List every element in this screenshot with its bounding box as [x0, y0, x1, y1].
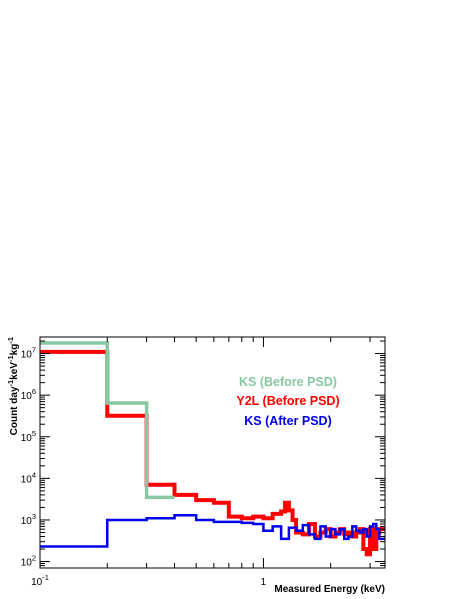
- y-tick-label-base: 10: [21, 350, 33, 361]
- y-tick-label-exp: 4: [32, 470, 36, 479]
- y-tick-label-base: 10: [21, 433, 33, 444]
- y-tick-label: 107: [21, 346, 36, 361]
- y-tick-label: 105: [21, 429, 36, 444]
- series-0-line: [40, 341, 175, 500]
- y-tick-label-base: 10: [21, 391, 33, 402]
- x-tick-label-exp: -1: [42, 573, 49, 582]
- y-tick-label-base: 10: [21, 558, 33, 569]
- y-axis-title-end: kg: [9, 344, 20, 356]
- legend-entry: KS (After PSD): [244, 414, 332, 428]
- y-tick-label-exp: 7: [32, 346, 36, 355]
- y-axis-title: Count day-1keV-1kg-1: [6, 337, 20, 435]
- x-axis-title: Measured Energy (keV): [274, 584, 385, 595]
- y-axis-title-sup1: -1: [6, 380, 15, 387]
- series-layer: [40, 341, 385, 557]
- y-tick-label: 106: [21, 387, 36, 402]
- y-tick-label-base: 10: [21, 474, 33, 485]
- y-axis-title-sup2: -1: [6, 355, 15, 362]
- y-tick-label: 102: [21, 554, 36, 569]
- y-tick-label: 103: [21, 512, 36, 527]
- legend-entry: KS (Before PSD): [239, 375, 337, 389]
- y-tick-label: 104: [21, 470, 36, 485]
- y-axis-title-mid: keV: [9, 362, 20, 380]
- series-2-line: [40, 513, 385, 548]
- y-axis-title-base: Count day: [9, 386, 20, 435]
- x-tick-label-base: 10: [31, 577, 43, 588]
- y-tick-label-exp: 5: [32, 429, 36, 438]
- legend: KS (Before PSD) Y2L (Before PSD) KS (After…: [236, 375, 339, 428]
- x-tick-label: 10-1: [31, 573, 49, 588]
- y-tick-label-base: 10: [21, 516, 33, 527]
- plot-frame: [39, 336, 386, 569]
- y-tick-label-exp: 2: [32, 554, 36, 563]
- x-tick-label: 1: [261, 577, 267, 588]
- y-tick-label-exp: 6: [32, 387, 36, 396]
- x-tick-label-base: 1: [261, 577, 267, 588]
- legend-entry: Y2L (Before PSD): [236, 394, 339, 408]
- y-axis-title-sup3: -1: [6, 337, 15, 344]
- y-tick-label-exp: 3: [32, 512, 36, 521]
